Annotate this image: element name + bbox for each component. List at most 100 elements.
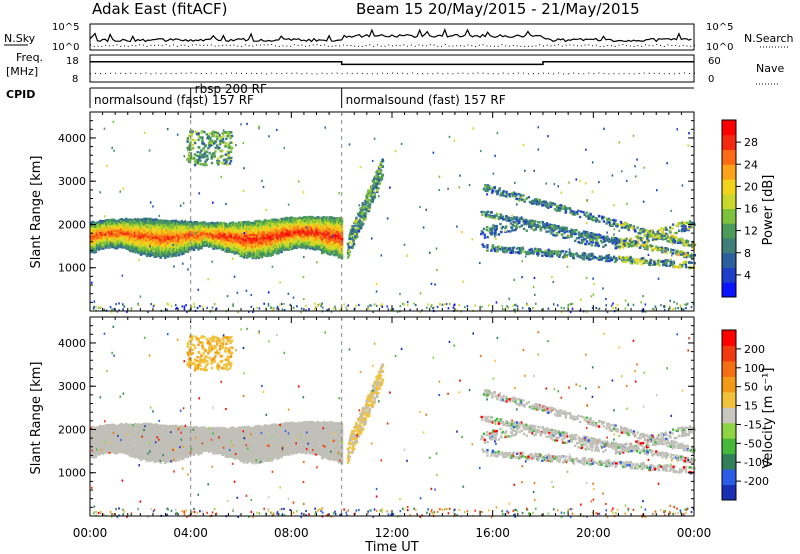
power-cell: [302, 227, 306, 231]
power-cell: [156, 236, 160, 240]
power-cell: [195, 244, 199, 247]
power-cell: [183, 224, 187, 228]
power-cell: [269, 250, 273, 253]
power-cell: [148, 241, 152, 244]
power-cell: [275, 238, 279, 242]
power-cell: [156, 252, 160, 255]
power-cell: [231, 238, 235, 242]
power-cell: [511, 251, 514, 254]
power-cell: [176, 224, 179, 227]
nsearch-dot: [354, 45, 356, 47]
power-cell: [314, 248, 318, 251]
power-cell: [346, 256, 350, 259]
power-cell: [642, 256, 645, 260]
power-cell: [661, 246, 665, 250]
power-cell: [194, 220, 197, 224]
power-cell: [361, 208, 364, 211]
power-cell: [330, 243, 333, 246]
power-cell: [185, 229, 188, 232]
power-cell: [646, 261, 649, 264]
power-cell: [361, 222, 365, 225]
power-cell: [171, 221, 175, 225]
power-cell: [174, 233, 178, 236]
nave-dot: [311, 73, 313, 75]
power-cell: [234, 232, 238, 235]
power-cell: [613, 221, 616, 224]
power-cell: [121, 244, 125, 247]
power-cell: [316, 247, 320, 250]
power-cell: [141, 243, 144, 247]
power-cell: [251, 239, 255, 242]
power-cell: [135, 232, 138, 235]
power-cell: [141, 222, 144, 225]
power-cell: [103, 243, 107, 246]
power-cell: [111, 224, 114, 227]
power-cell: [623, 244, 626, 247]
power-cell: [150, 247, 153, 250]
power-cell: [142, 229, 146, 232]
power-cell: [539, 200, 542, 204]
power-cell: [304, 239, 308, 242]
power-cell: [189, 245, 193, 249]
power-cell: [262, 249, 265, 253]
power-cell: [173, 227, 176, 231]
power-cell: [314, 240, 318, 243]
power-cell: [275, 229, 279, 232]
power-cell: [311, 229, 315, 233]
power-cell: [339, 232, 342, 235]
power-cell: [96, 241, 99, 244]
power-cell: [118, 222, 122, 226]
power-cell: [274, 243, 277, 247]
power-cell: [327, 238, 330, 242]
power-cell: [327, 248, 330, 252]
power-cell: [277, 248, 280, 251]
nave-dot: [482, 72, 484, 74]
power-cell: [180, 235, 184, 238]
power-cell: [188, 248, 191, 251]
power-cell: [167, 253, 170, 256]
power-cell: [124, 229, 128, 232]
power-cell: [191, 243, 194, 246]
nave-dot: [402, 72, 404, 74]
power-cell: [138, 232, 141, 235]
power-cell: [167, 220, 170, 223]
power-cell: [170, 223, 173, 227]
power-cell: [358, 218, 362, 221]
power-cell: [170, 241, 173, 244]
power-cell: [372, 181, 375, 184]
power-cell: [120, 223, 123, 227]
power-cell: [227, 235, 231, 238]
power-cell: [614, 236, 617, 240]
power-cell: [330, 247, 333, 250]
power-cell: [202, 147, 205, 150]
power-cell: [544, 203, 547, 206]
power-cell: [200, 155, 203, 159]
power-cell: [296, 231, 300, 234]
power-cell: [571, 254, 574, 257]
power-cell: [591, 241, 594, 244]
nave-dot: [598, 72, 600, 74]
power-cell: [271, 253, 274, 257]
power-cell: [277, 249, 280, 253]
nave-dot: [235, 72, 237, 74]
power-cell: [307, 219, 311, 223]
power-cell: [630, 239, 633, 242]
power-cell: [93, 221, 96, 225]
power-cell: [284, 236, 288, 239]
power-cell: [494, 246, 497, 249]
power-cell: [562, 227, 566, 231]
power-cell: [278, 224, 282, 228]
power-cell: [147, 225, 150, 229]
power-cell: [91, 232, 95, 235]
power-cell: [316, 223, 320, 227]
power-cell: [94, 244, 98, 248]
power-cell: [558, 226, 561, 229]
power-cell: [118, 228, 122, 231]
power-cell: [685, 244, 688, 247]
power-cell: [135, 230, 138, 234]
power-cell: [100, 243, 104, 246]
power-cell: [200, 162, 203, 166]
power-cell: [266, 227, 270, 230]
power-cell: [268, 252, 271, 256]
power-cell: [301, 242, 304, 245]
